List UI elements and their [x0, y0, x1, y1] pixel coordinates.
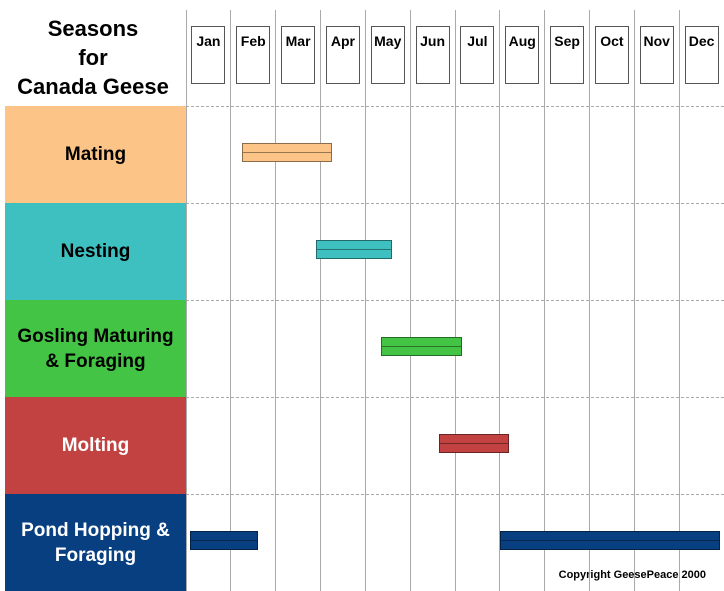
- month-label: May: [370, 26, 405, 84]
- month-label: Jun: [415, 26, 450, 84]
- row-divider: [186, 203, 724, 204]
- season-bar: [190, 530, 258, 550]
- row-divider: [186, 397, 724, 398]
- month-label: Jan: [191, 26, 226, 84]
- month-label: Sep: [550, 26, 585, 84]
- month-label: Dec: [684, 26, 719, 84]
- row-label: Pond Hopping & Foraging: [5, 494, 186, 591]
- chart-title: Seasons for Canada Geese: [17, 16, 169, 99]
- season-bar: [499, 530, 720, 550]
- row-divider: [186, 494, 724, 495]
- row-label: Nesting: [5, 203, 186, 300]
- month-label: Jul: [460, 26, 495, 84]
- month-label: Oct: [594, 26, 629, 84]
- row-label: Gosling Maturing & Foraging: [5, 300, 186, 397]
- row-label: Molting: [5, 397, 186, 494]
- season-bar: [439, 433, 509, 453]
- season-bar: [316, 239, 393, 259]
- month-label: Aug: [505, 26, 540, 84]
- month-label: Apr: [325, 26, 360, 84]
- month-label: Mar: [281, 26, 316, 84]
- month-label: Feb: [236, 26, 271, 84]
- season-bar: [242, 142, 332, 162]
- row-divider: [186, 300, 724, 301]
- copyright: Copyright GeesePeace 2000: [558, 569, 706, 581]
- row-divider: [186, 106, 724, 107]
- month-label: Nov: [639, 26, 674, 84]
- row-label: Mating: [5, 106, 186, 203]
- season-bar: [381, 336, 462, 356]
